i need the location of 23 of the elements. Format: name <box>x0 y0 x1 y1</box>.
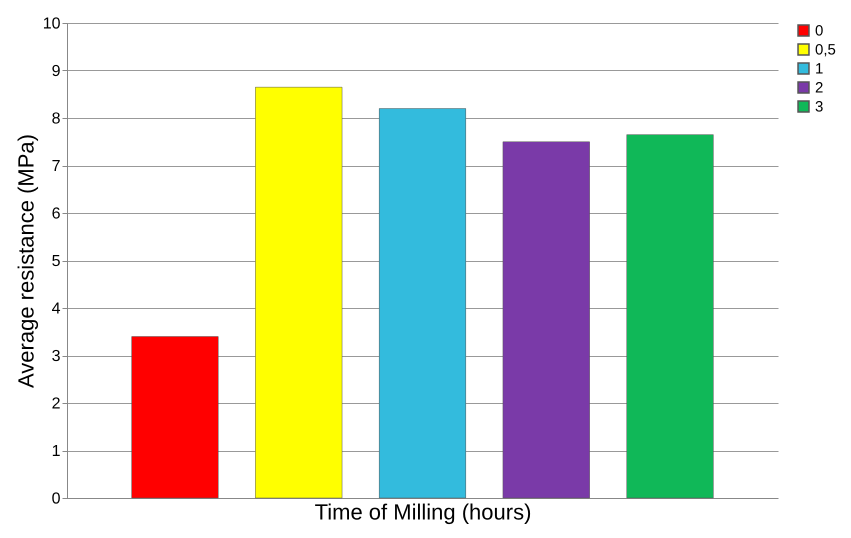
y-tick-label: 10 <box>42 16 61 32</box>
y-tick-label: 4 <box>52 300 61 318</box>
legend-label: 0 <box>815 22 824 40</box>
y-tick-label: 9 <box>52 63 61 80</box>
legend-label: 1 <box>815 60 824 78</box>
bar <box>255 86 342 498</box>
bar <box>378 108 466 498</box>
y-tick-label: 8 <box>52 110 61 128</box>
y-tick-label: 6 <box>52 206 61 222</box>
y-tick-label: 3 <box>52 348 61 365</box>
y-tick-label: 0 <box>52 490 61 508</box>
bar <box>626 134 714 498</box>
y-axis-title: Average resistance (MPa) <box>14 134 39 388</box>
y-tick-label: 5 <box>52 253 61 270</box>
y-tick-label: 7 <box>52 158 61 175</box>
y-tick-label: 2 <box>52 396 61 412</box>
x-axis-title: Time of Milling (hours) <box>314 500 532 524</box>
legend-label: 2 <box>815 80 824 96</box>
bar <box>502 142 590 498</box>
legend-label: 3 <box>815 98 824 116</box>
legend-label: 0,5 <box>815 42 836 58</box>
bar <box>131 336 219 498</box>
y-tick-label: 1 <box>52 443 61 460</box>
